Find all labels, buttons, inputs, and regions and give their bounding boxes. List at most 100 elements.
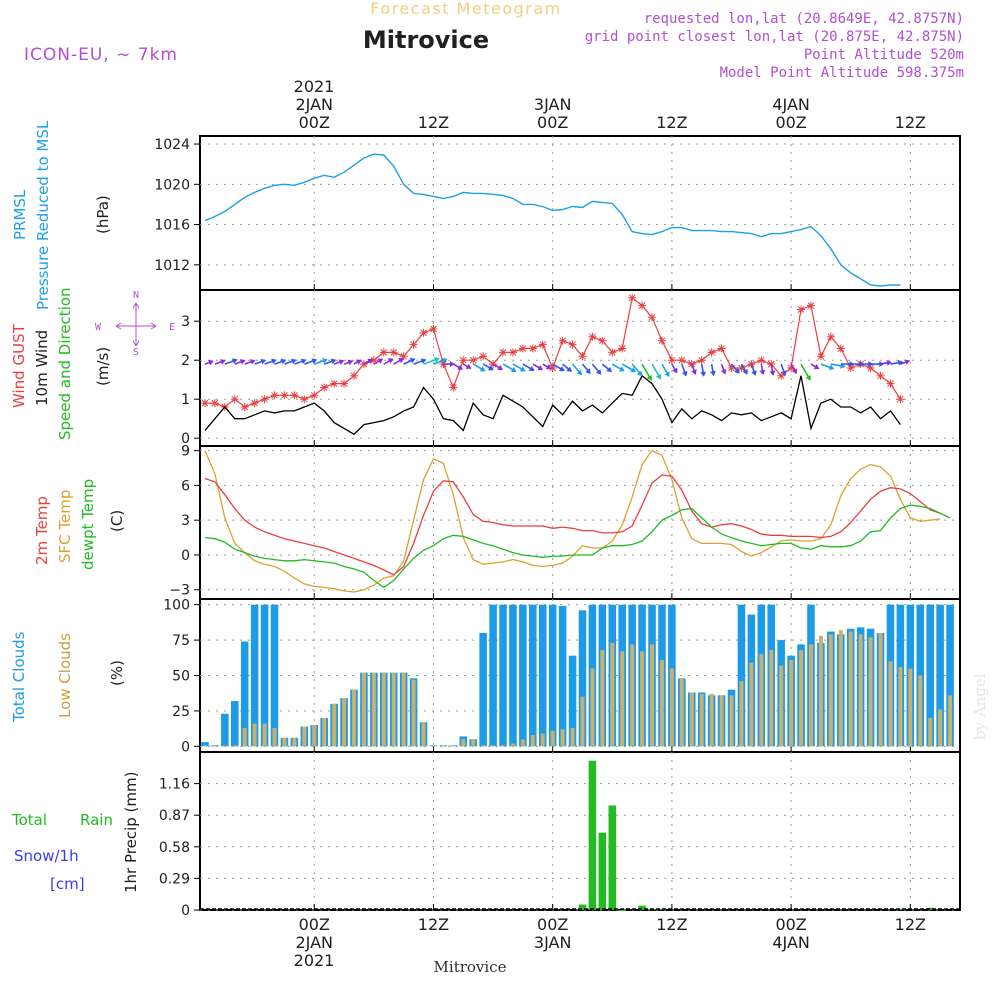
model-label: ICON-EU, ~ 7km [24, 45, 178, 65]
low-clouds-bar [361, 672, 366, 747]
grid-point-lonlat: grid point closest lon,lat (20.875E, 42.… [585, 29, 964, 45]
wind-gust-marker [797, 305, 806, 314]
wind-arrow-head [691, 369, 697, 375]
wind-gust-marker [499, 348, 508, 357]
wind-arrow-head [734, 368, 740, 374]
low-clouds-bar [401, 672, 406, 747]
low-clouds-bar [232, 745, 237, 747]
low-clouds-label: Low Clouds [56, 633, 74, 718]
wind-gust-marker [508, 348, 517, 357]
wind-arrow-head [630, 367, 637, 373]
wind-gust-marker [598, 336, 607, 345]
wind-arrow-head [208, 359, 214, 366]
wind-gust-label: Wind GUST [10, 323, 28, 408]
wind-gust-marker [459, 356, 468, 365]
total-clouds-bar [499, 604, 507, 747]
low-clouds-bar [242, 727, 247, 747]
total-clouds-bar [737, 604, 746, 747]
wind-gust-marker [578, 352, 587, 361]
wind-gust-marker [548, 364, 557, 372]
rain-bar [578, 904, 587, 910]
low-clouds-bar [918, 675, 923, 747]
top-day-label: 2JAN [295, 95, 333, 114]
low-clouds-bar [858, 634, 863, 747]
wind-gust-marker [896, 395, 905, 404]
wind-arrow-head [433, 357, 440, 363]
wind-gust-marker [300, 395, 309, 404]
wind-gust-marker [479, 352, 488, 361]
wind-gust-marker [349, 371, 358, 380]
wind-gust-marker [469, 356, 478, 365]
top-year-label: 2021 [294, 77, 335, 96]
low-clouds-bar [699, 693, 704, 747]
low-clouds-bar [610, 642, 615, 747]
wind-gust-marker [270, 391, 279, 400]
wind-arrow-head [655, 373, 662, 380]
wind-gust-marker [618, 344, 627, 353]
low-clouds-bar [719, 695, 724, 747]
snow-label: Snow/1h [14, 847, 79, 865]
wind-arrow-head [886, 360, 892, 366]
precip-unit: 1hr Precip (mm) [122, 772, 140, 893]
rain-bar [598, 832, 607, 910]
low-clouds-bar [948, 695, 953, 747]
wind-gust-marker [528, 344, 537, 353]
wind-gust-marker [230, 395, 239, 404]
wind-10m-line [204, 374, 901, 436]
top-day-label: 4JAN [772, 95, 810, 114]
temperature-ytick-label: 3 [181, 513, 190, 529]
wind-arrow-head [537, 365, 544, 371]
total-clouds-bar [946, 604, 954, 747]
wind-gust-marker [608, 348, 617, 357]
top-hour-label: 12Z [418, 113, 449, 132]
pressure-ytick-label: 1024 [154, 137, 190, 153]
total-clouds-bar [558, 606, 567, 747]
low-clouds-bar [928, 718, 933, 747]
total-clouds-label: Total Clouds [10, 631, 28, 723]
wind-arrow-head [576, 369, 582, 376]
wind-gust-marker [340, 379, 349, 388]
bottom-hour-label: 00Z [299, 915, 330, 934]
wind-gust-marker [568, 340, 577, 349]
wind-arrow-head [751, 370, 757, 376]
bottom-hour-label: 00Z [537, 915, 568, 934]
wind-gust-marker [717, 344, 726, 353]
low-clouds-bar [352, 689, 356, 747]
temp-2m-label: 2m Temp [33, 496, 51, 565]
precip-ytick-label: 0.87 [159, 808, 190, 824]
wind-unit: (m/s) [94, 347, 112, 386]
wind-gust-marker [240, 403, 249, 411]
precip-ytick-label: 0 [181, 903, 190, 919]
wind-gust-marker [628, 293, 637, 302]
low-clouds-bar [620, 651, 625, 747]
wind-arrow-head [720, 368, 727, 375]
low-clouds-bar [202, 745, 207, 747]
total-clouds-bar [548, 604, 557, 747]
wind-gust-marker [806, 301, 815, 310]
low-clouds-bar [759, 654, 764, 747]
pressure-label-long: Pressure Reduced to MSL [34, 120, 52, 310]
low-clouds-bar [550, 730, 555, 747]
precip-ytick-label: 0.29 [159, 871, 190, 887]
wind-arrow-head [595, 369, 602, 375]
temperature-ytick-label: −3 [169, 583, 190, 599]
plot-layer [200, 154, 960, 911]
wind-arrow-head [742, 368, 748, 375]
wind-arrow-head [791, 368, 797, 375]
low-clouds-bar [669, 668, 674, 747]
wind-arrow-head [700, 371, 706, 377]
bottom-day-label: 4JAN [772, 933, 810, 952]
low-clouds-bar [739, 681, 744, 747]
wind-arrow-head [271, 358, 277, 365]
wind-arrow-head [769, 370, 776, 376]
pressure-ytick-label: 1020 [154, 177, 190, 193]
low-clouds-bar [898, 667, 903, 747]
wind-arrow-head [479, 366, 486, 372]
low-clouds-bar [580, 696, 585, 747]
wind-10m-label: 10m Wind [33, 330, 51, 406]
low-clouds-bar [570, 727, 575, 747]
wind-arrow-head [465, 363, 472, 369]
precip-frame [199, 751, 961, 911]
sfc-temp-line [204, 449, 941, 593]
